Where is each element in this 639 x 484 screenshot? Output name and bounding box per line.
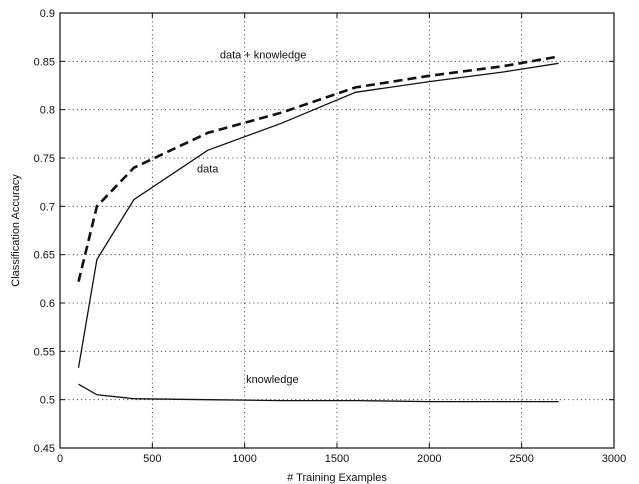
series-line-data-knowledge [77,55,559,283]
annotations: data + knowledge data knowledge [197,49,306,386]
series-annotation: data + knowledge [220,49,307,61]
x-tick-label: 1000 [232,453,256,465]
y-tick-label: 0.55 [34,346,55,358]
x-tick-label: 3000 [602,453,626,465]
x-axis-label: # Training Examples [287,472,387,484]
y-axis-label: Classification Accuracy [10,174,22,287]
y-tick-label: 0.85 [34,56,55,68]
y-tick-label: 0.65 [34,250,55,262]
x-tick-label: 0 [57,453,63,465]
x-tick-label: 500 [143,453,161,465]
series-line-knowledge [78,383,559,403]
y-tick-label: 0.6 [40,298,55,310]
grid [60,13,614,448]
y-tick-label: 0.45 [34,443,55,455]
ticks: 0 500 1000 1500 2000 2500 3000 0.45 0.5 0.55 0.6 0.… [34,8,627,465]
series-line-data [77,62,559,368]
series-annotation: knowledge [246,374,299,386]
x-tick-label: 2500 [509,453,533,465]
y-tick-label: 0.75 [34,153,55,165]
y-tick-label: 0.9 [40,8,55,20]
y-tick-label: 0.5 [40,395,55,407]
x-tick-label: 1500 [325,453,349,465]
x-tick-label: 2000 [417,453,441,465]
series-group [77,55,559,403]
y-tick-label: 0.8 [40,105,55,117]
y-tick-label: 0.7 [40,201,55,213]
series-annotation: data [197,164,219,176]
